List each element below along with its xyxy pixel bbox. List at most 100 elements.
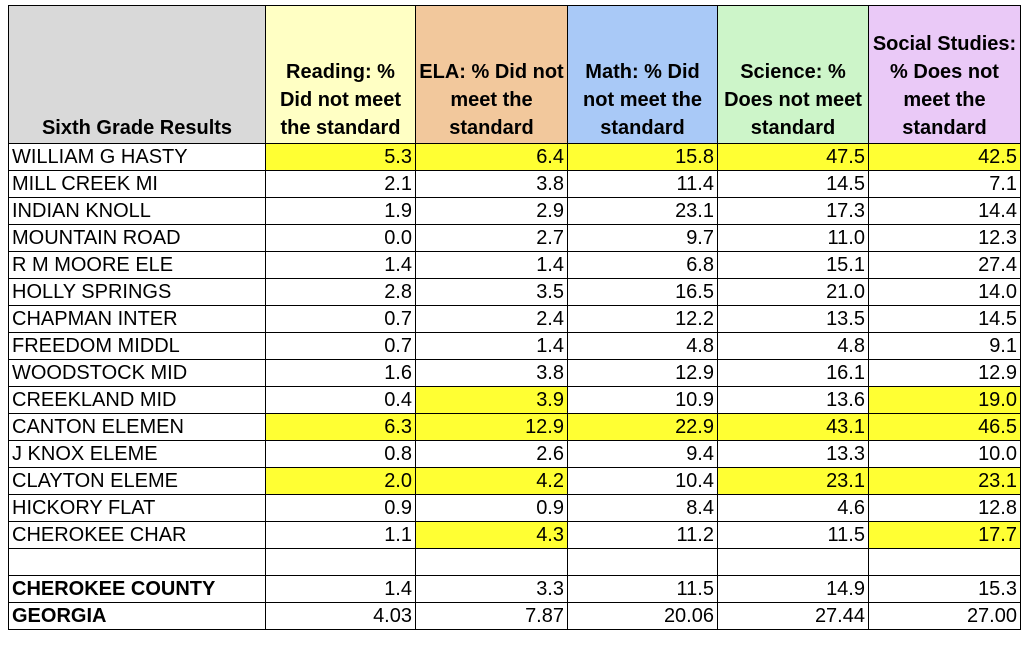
value-cell: 12.2 — [567, 305, 718, 333]
value-cell: 11.5 — [717, 521, 869, 549]
value-cell: 14.0 — [868, 278, 1021, 306]
blank-cell — [265, 548, 416, 576]
school-name: R M MOORE ELE — [8, 251, 266, 279]
value-cell: 2.4 — [415, 305, 568, 333]
value-cell: 0.8 — [265, 440, 416, 468]
table-row: HOLLY SPRINGS 2.8 3.5 16.5 21.0 14.0 — [8, 278, 1021, 306]
header-row: Sixth Grade Results Reading: % Did not m… — [8, 5, 1021, 144]
value-cell: 4.8 — [567, 332, 718, 360]
table-row: GEORGIA 4.03 7.87 20.06 27.44 27.00 — [8, 602, 1021, 630]
value-cell: 17.7 — [868, 521, 1021, 549]
school-name: J KNOX ELEME — [8, 440, 266, 468]
table-row: CREEKLAND MID 0.4 3.9 10.9 13.6 19.0 — [8, 386, 1021, 414]
value-cell: 4.6 — [717, 494, 869, 522]
table-row: FREEDOM MIDDL 0.7 1.4 4.8 4.8 9.1 — [8, 332, 1021, 360]
value-cell: 19.0 — [868, 386, 1021, 414]
value-cell: 3.9 — [415, 386, 568, 414]
value-cell: 12.3 — [868, 224, 1021, 252]
header-cell: ELA: % Did not meet the standard — [415, 5, 568, 144]
table-row: CHEROKEE COUNTY 1.4 3.3 11.5 14.9 15.3 — [8, 575, 1021, 603]
value-cell: 8.4 — [567, 494, 718, 522]
school-name: CANTON ELEMEN — [8, 413, 266, 441]
value-cell: 42.5 — [868, 143, 1021, 171]
value-cell: 20.06 — [567, 602, 718, 630]
value-cell: 13.6 — [717, 386, 869, 414]
table-row: J KNOX ELEME 0.8 2.6 9.4 13.3 10.0 — [8, 440, 1021, 468]
value-cell: 14.5 — [868, 305, 1021, 333]
value-cell: 14.9 — [717, 575, 869, 603]
value-cell: 46.5 — [868, 413, 1021, 441]
header-cell: Sixth Grade Results — [8, 5, 266, 144]
value-cell: 47.5 — [717, 143, 869, 171]
value-cell: 10.9 — [567, 386, 718, 414]
value-cell: 0.9 — [415, 494, 568, 522]
value-cell: 43.1 — [717, 413, 869, 441]
value-cell: 1.6 — [265, 359, 416, 387]
value-cell: 0.9 — [265, 494, 416, 522]
value-cell: 1.9 — [265, 197, 416, 225]
value-cell: 9.7 — [567, 224, 718, 252]
value-cell: 12.9 — [567, 359, 718, 387]
value-cell: 11.2 — [567, 521, 718, 549]
value-cell: 13.5 — [717, 305, 869, 333]
results-table: Sixth Grade Results Reading: % Did not m… — [8, 5, 1021, 630]
blank-cell — [8, 548, 266, 576]
value-cell: 12.9 — [415, 413, 568, 441]
header-cell: Reading: % Did not meet the standard — [265, 5, 416, 144]
value-cell: 9.4 — [567, 440, 718, 468]
table-row: INDIAN KNOLL 1.9 2.9 23.1 17.3 14.4 — [8, 197, 1021, 225]
value-cell: 1.1 — [265, 521, 416, 549]
value-cell: 16.1 — [717, 359, 869, 387]
table-row: WILLIAM G HASTY 5.3 6.4 15.8 47.5 42.5 — [8, 143, 1021, 171]
header-cell: Science: % Does not meet standard — [717, 5, 869, 144]
value-cell: 6.4 — [415, 143, 568, 171]
table-body: WILLIAM G HASTY 5.3 6.4 15.8 47.5 42.5 MILL CR… — [8, 143, 1021, 630]
table-row: R M MOORE ELE 1.4 1.4 6.8 15.1 27.4 — [8, 251, 1021, 279]
value-cell: 2.8 — [265, 278, 416, 306]
value-cell: 16.5 — [567, 278, 718, 306]
value-cell: 1.4 — [265, 575, 416, 603]
value-cell: 27.00 — [868, 602, 1021, 630]
value-cell: 0.7 — [265, 305, 416, 333]
school-name: FREEDOM MIDDL — [8, 332, 266, 360]
blank-cell — [717, 548, 869, 576]
school-name: CHEROKEE COUNTY — [8, 575, 266, 603]
value-cell: 11.4 — [567, 170, 718, 198]
value-cell: 4.2 — [415, 467, 568, 495]
table-row: MILL CREEK MI 2.1 3.8 11.4 14.5 7.1 — [8, 170, 1021, 198]
value-cell: 15.8 — [567, 143, 718, 171]
value-cell: 0.0 — [265, 224, 416, 252]
value-cell: 4.8 — [717, 332, 869, 360]
school-name: CREEKLAND MID — [8, 386, 266, 414]
value-cell: 4.03 — [265, 602, 416, 630]
table-row: CHAPMAN INTER 0.7 2.4 12.2 13.5 14.5 — [8, 305, 1021, 333]
value-cell: 10.0 — [868, 440, 1021, 468]
value-cell: 15.3 — [868, 575, 1021, 603]
school-name: MILL CREEK MI — [8, 170, 266, 198]
value-cell: 6.8 — [567, 251, 718, 279]
value-cell: 15.1 — [717, 251, 869, 279]
value-cell: 3.8 — [415, 170, 568, 198]
value-cell: 2.9 — [415, 197, 568, 225]
value-cell: 2.0 — [265, 467, 416, 495]
table-row: CHEROKEE CHAR 1.1 4.3 11.2 11.5 17.7 — [8, 521, 1021, 549]
value-cell: 7.1 — [868, 170, 1021, 198]
table-row: CANTON ELEMEN 6.3 12.9 22.9 43.1 46.5 — [8, 413, 1021, 441]
value-cell: 11.0 — [717, 224, 869, 252]
header-cell: Social Studies: % Does not meet the stan… — [868, 5, 1021, 144]
table-row: HICKORY FLAT 0.9 0.9 8.4 4.6 12.8 — [8, 494, 1021, 522]
value-cell: 2.1 — [265, 170, 416, 198]
value-cell: 5.3 — [265, 143, 416, 171]
value-cell: 13.3 — [717, 440, 869, 468]
school-name: GEORGIA — [8, 602, 266, 630]
school-name: CHEROKEE CHAR — [8, 521, 266, 549]
school-name: WOODSTOCK MID — [8, 359, 266, 387]
blank-cell — [567, 548, 718, 576]
blank-row — [8, 548, 1021, 576]
value-cell: 2.6 — [415, 440, 568, 468]
blank-cell — [415, 548, 568, 576]
school-name: HICKORY FLAT — [8, 494, 266, 522]
table-row: MOUNTAIN ROAD 0.0 2.7 9.7 11.0 12.3 — [8, 224, 1021, 252]
value-cell: 21.0 — [717, 278, 869, 306]
